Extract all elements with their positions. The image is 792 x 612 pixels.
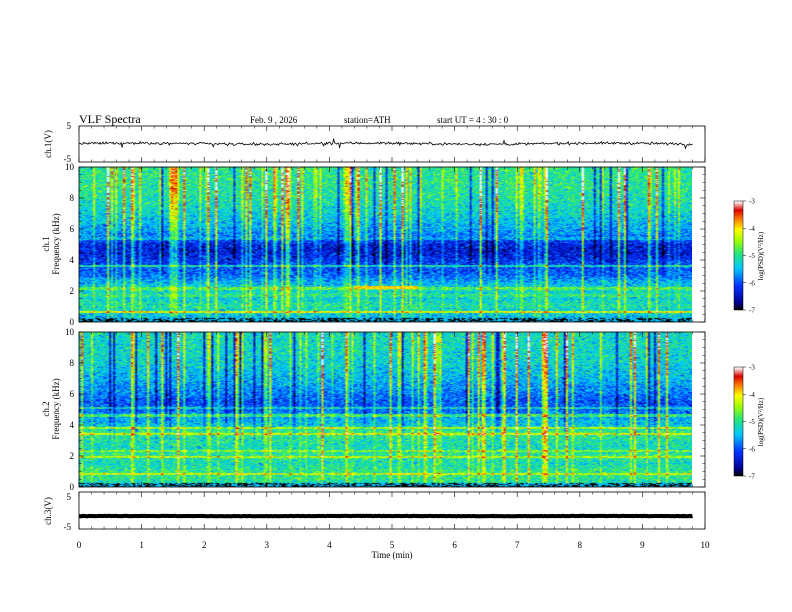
ch1-colorbar-ticks: -7 -6 -5 -4 -3 bbox=[743, 198, 755, 315]
y-tick-label: 6 bbox=[70, 389, 75, 399]
colorbar-tick-label: -6 bbox=[749, 445, 755, 453]
ch1-spectrogram-ylabel-frequency: Frequency (kHz) bbox=[51, 213, 61, 274]
ch1-waveform-line bbox=[78, 138, 693, 150]
ch3-ytick-top: 5 bbox=[67, 492, 72, 502]
colorbar-tick-label: -5 bbox=[749, 252, 755, 260]
ch1-spectrogram-yticks: 0 2 4 6 8 10 bbox=[65, 162, 705, 327]
y-tick-label: 10 bbox=[65, 162, 75, 172]
ch3-waveform-frame bbox=[78, 491, 706, 530]
ch2-spectrogram-image bbox=[79, 332, 692, 487]
colorbar-tick-label: -7 bbox=[749, 307, 755, 315]
x-axis-label: Time (min) bbox=[372, 550, 413, 560]
x-tick-label: 6 bbox=[452, 540, 457, 550]
y-tick-label: 2 bbox=[70, 286, 75, 296]
ch3-waveform-line bbox=[78, 513, 693, 519]
x-tick-label: 4 bbox=[327, 540, 332, 550]
y-tick-label: 0 bbox=[70, 317, 75, 327]
station-label: station=ATH bbox=[344, 115, 391, 125]
x-tick-label: 10 bbox=[701, 540, 711, 550]
y-tick-label: 4 bbox=[70, 255, 75, 265]
ch3-waveform-ticks bbox=[78, 492, 706, 529]
ch1-waveform-ticks bbox=[78, 126, 706, 162]
ch2-colorbar-image bbox=[734, 367, 743, 476]
x-tick-label: 9 bbox=[640, 540, 645, 550]
start-time-label: start UT = 4 : 30 : 0 bbox=[437, 115, 509, 125]
x-tick-label: 7 bbox=[515, 540, 520, 550]
y-tick-label: 8 bbox=[70, 193, 75, 203]
ch2-spectrogram-yticks: 0 2 4 6 8 10 bbox=[65, 327, 705, 492]
x-tick-label: 2 bbox=[202, 540, 207, 550]
y-tick-label: 8 bbox=[70, 358, 75, 368]
ch1-colorbar: -7 -6 -5 -4 -3 log(PSD)(V²/Hz) bbox=[733, 198, 765, 315]
y-tick-label: 4 bbox=[70, 420, 75, 430]
colorbar-tick-label: -7 bbox=[749, 473, 755, 481]
ch1-spectrogram-xticks bbox=[78, 167, 706, 322]
chart-title: VLF Spectra bbox=[79, 112, 141, 126]
ch2-spectrogram-panel: 0 2 4 6 8 10 ch.2 Frequency (kHz) bbox=[41, 327, 706, 492]
ch2-spectrogram-xticks bbox=[78, 332, 706, 487]
date-label: Feb. 9 , 2026 bbox=[250, 115, 298, 125]
ch1-spectrogram-panel: 0 2 4 6 8 10 ch.1 Frequency (kHz) bbox=[41, 162, 706, 327]
ch3-waveform-ylabel: ch.3(V) bbox=[43, 497, 53, 525]
ch2-spectrogram-ylabel-channel: ch.2 bbox=[41, 401, 51, 416]
x-tick-label: 8 bbox=[578, 540, 583, 550]
colorbar-tick-label: -3 bbox=[749, 364, 755, 372]
ch1-waveform-ylabel: ch.1(V) bbox=[43, 130, 53, 158]
ch3-waveform-panel: 5 -5 ch.3(V) bbox=[43, 491, 706, 532]
colorbar-tick-label: -4 bbox=[749, 225, 755, 233]
colorbar-tick-label: -4 bbox=[749, 391, 755, 399]
x-tick-label: 3 bbox=[265, 540, 270, 550]
ch2-colorbar: -7 -6 -5 -4 -3 log(PSD)(V²/Hz) bbox=[733, 364, 765, 481]
ch1-ytick-top: 5 bbox=[67, 121, 72, 131]
ch2-colorbar-ticks: -7 -6 -5 -4 -3 bbox=[743, 364, 755, 481]
ch1-waveform-panel: 5 -5 ch.1(V) bbox=[43, 121, 706, 164]
ch1-colorbar-image bbox=[734, 201, 743, 310]
x-tick-label: 0 bbox=[77, 540, 82, 550]
ch1-colorbar-label: log(PSD)(V²/Hz) bbox=[757, 231, 765, 280]
ch1-ytick-bottom: -5 bbox=[64, 154, 72, 164]
y-tick-label: 2 bbox=[70, 451, 75, 461]
y-tick-label: 0 bbox=[70, 482, 75, 492]
ch2-colorbar-label: log(PSD)(V²/Hz) bbox=[757, 397, 765, 446]
x-tick-label: 5 bbox=[390, 540, 395, 550]
x-axis-tick-labels: 0 1 2 3 4 5 6 7 8 9 10 bbox=[77, 540, 710, 550]
colorbar-tick-label: -3 bbox=[749, 198, 755, 206]
y-tick-label: 6 bbox=[70, 224, 75, 234]
ch1-spectrogram-ylabel-channel: ch.1 bbox=[41, 236, 51, 251]
colorbar-tick-label: -5 bbox=[749, 418, 755, 426]
colorbar-tick-label: -6 bbox=[749, 279, 755, 287]
ch1-spectrogram-image bbox=[79, 167, 692, 322]
x-tick-label: 1 bbox=[139, 540, 144, 550]
ch2-spectrogram-ylabel-frequency: Frequency (kHz) bbox=[51, 378, 61, 439]
ch3-ytick-bottom: -5 bbox=[64, 522, 72, 532]
y-tick-label: 10 bbox=[65, 327, 75, 337]
